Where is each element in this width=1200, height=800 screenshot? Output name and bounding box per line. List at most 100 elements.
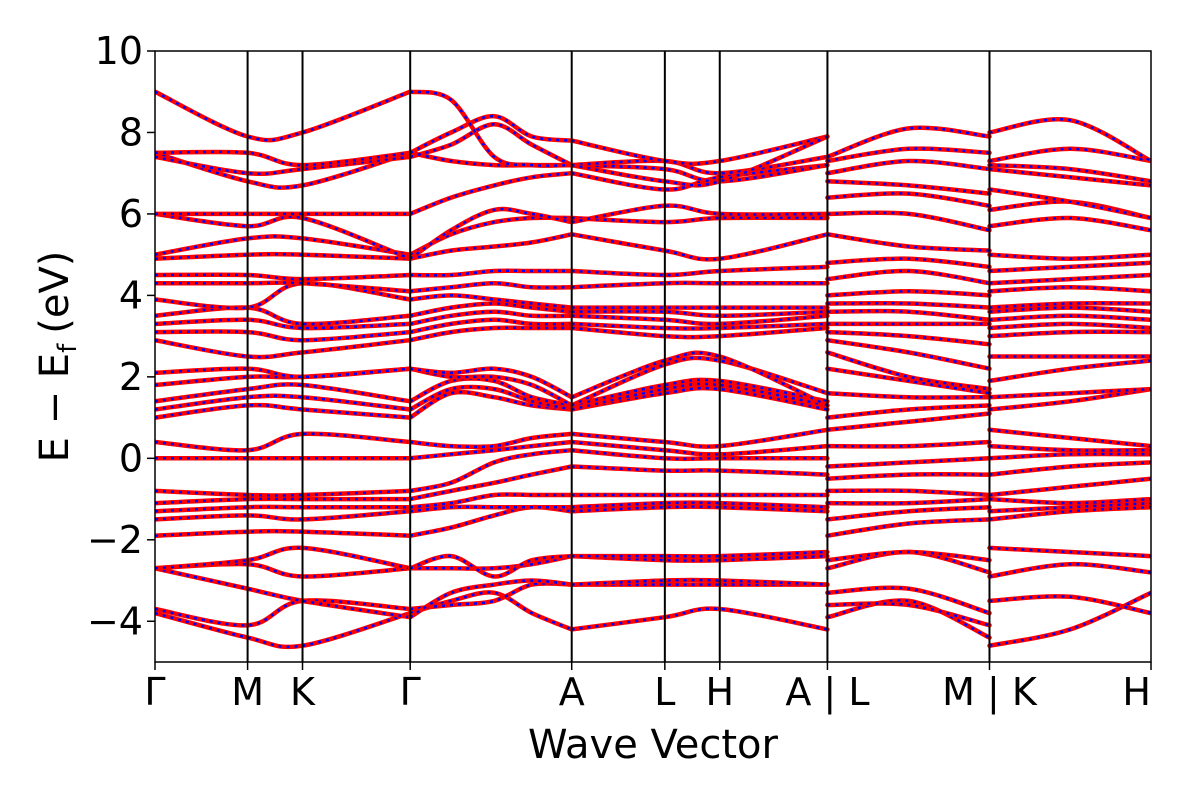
band-line-blue bbox=[827, 180, 990, 195]
band-line-blue bbox=[827, 211, 990, 232]
band-line-blue bbox=[409, 377, 572, 407]
band-line-blue bbox=[571, 135, 828, 187]
band-line-blue bbox=[571, 505, 828, 513]
band-line-red bbox=[825, 517, 992, 538]
band-line-blue bbox=[571, 265, 828, 277]
band-line-blue bbox=[989, 118, 1151, 163]
band-line-blue bbox=[827, 147, 990, 163]
band-line-blue bbox=[989, 167, 1151, 187]
band-line-blue bbox=[571, 501, 828, 509]
y-axis-title-subscript: f bbox=[53, 343, 83, 353]
band-line-blue bbox=[827, 338, 990, 370]
band-line-blue bbox=[989, 461, 1151, 476]
band-lines bbox=[155, 89, 1151, 650]
band-line-blue bbox=[409, 554, 572, 578]
y-tick-label: 2 bbox=[119, 355, 143, 399]
band-line-blue bbox=[155, 281, 411, 293]
band-line-blue bbox=[571, 382, 828, 411]
band-line-blue bbox=[989, 595, 1151, 615]
band-line-blue bbox=[155, 546, 411, 570]
y-tick-label: 6 bbox=[119, 192, 143, 236]
band-line-blue bbox=[827, 301, 990, 309]
band-line-blue bbox=[989, 163, 1151, 183]
band-line-blue bbox=[827, 412, 990, 432]
band-line-blue bbox=[989, 497, 1151, 505]
band-line-blue bbox=[827, 290, 990, 297]
band-line-blue bbox=[571, 356, 828, 407]
band-line-blue bbox=[827, 269, 990, 285]
band-line-red bbox=[407, 492, 574, 510]
band-line-red bbox=[825, 210, 992, 233]
band-line-red bbox=[407, 215, 574, 257]
band-line-red bbox=[987, 561, 1151, 579]
band-line-blue bbox=[155, 252, 411, 260]
band-line-blue bbox=[571, 155, 828, 175]
band-line-blue bbox=[989, 452, 1151, 460]
band-line-blue bbox=[155, 155, 411, 176]
y-tick-label: 8 bbox=[119, 110, 143, 154]
band-line-blue bbox=[989, 306, 1151, 313]
band-line-blue bbox=[155, 212, 411, 260]
kpath-dividers bbox=[246, 51, 991, 662]
band-line-blue bbox=[155, 338, 411, 359]
band-line-red bbox=[407, 309, 574, 327]
band-line-blue bbox=[827, 159, 990, 175]
band-line-red bbox=[155, 89, 413, 143]
band-line-blue bbox=[409, 390, 572, 419]
band-line-blue bbox=[155, 273, 411, 281]
band-line-blue bbox=[409, 591, 573, 631]
x-tick-label: M bbox=[231, 670, 264, 714]
x-axis-title: Wave Vector bbox=[528, 722, 779, 768]
band-line-blue bbox=[571, 233, 828, 261]
band-line-blue bbox=[155, 150, 411, 167]
band-line-red bbox=[825, 598, 992, 640]
band-line-blue bbox=[155, 505, 411, 513]
band-line-blue bbox=[827, 440, 990, 448]
band-line-blue bbox=[409, 123, 573, 167]
band-line-red bbox=[407, 280, 574, 294]
band-line-blue bbox=[409, 216, 572, 256]
band-line-red bbox=[155, 234, 413, 257]
y-tick-label: −2 bbox=[87, 518, 143, 562]
band-line-red bbox=[407, 439, 574, 461]
band-line-blue bbox=[571, 448, 828, 461]
band-line-blue bbox=[827, 586, 990, 615]
band-line-red bbox=[569, 606, 830, 632]
band-line-blue bbox=[155, 383, 411, 403]
band-line-red bbox=[407, 317, 574, 335]
x-tick-label: K bbox=[290, 670, 316, 714]
band-line-red bbox=[569, 232, 830, 262]
band-line-blue bbox=[989, 387, 1151, 399]
band-line-blue bbox=[827, 602, 990, 627]
band-line-blue bbox=[571, 578, 828, 586]
band-line-red bbox=[407, 293, 574, 310]
band-line-red bbox=[407, 232, 574, 261]
band-line-blue bbox=[989, 147, 1151, 163]
band-line-blue bbox=[827, 497, 990, 505]
band-line-red bbox=[407, 590, 574, 632]
band-line-red bbox=[407, 170, 574, 217]
band-line-blue bbox=[989, 359, 1151, 383]
band-line-blue bbox=[989, 253, 1151, 260]
band-line-blue bbox=[989, 546, 1151, 558]
band-line-blue bbox=[571, 351, 828, 407]
y-axis-title-main: E − E bbox=[32, 353, 78, 463]
x-tick-label: H bbox=[1122, 670, 1151, 714]
band-line-blue bbox=[155, 497, 411, 505]
band-line-red bbox=[987, 199, 1151, 221]
band-line-red bbox=[825, 158, 992, 176]
y-axis-title: E − Ef (eV) bbox=[32, 251, 83, 463]
band-line-blue bbox=[409, 207, 572, 260]
band-line-blue bbox=[989, 261, 1151, 273]
band-line-blue bbox=[155, 330, 411, 342]
band-line-red bbox=[155, 545, 413, 571]
x-tick-label: L bbox=[654, 670, 675, 714]
band-line-blue bbox=[409, 385, 572, 411]
band-line-blue bbox=[989, 216, 1151, 232]
band-line-blue bbox=[989, 591, 1151, 647]
band-line-blue bbox=[155, 529, 411, 537]
band-line-blue bbox=[409, 114, 572, 154]
band-line-blue bbox=[409, 367, 573, 407]
